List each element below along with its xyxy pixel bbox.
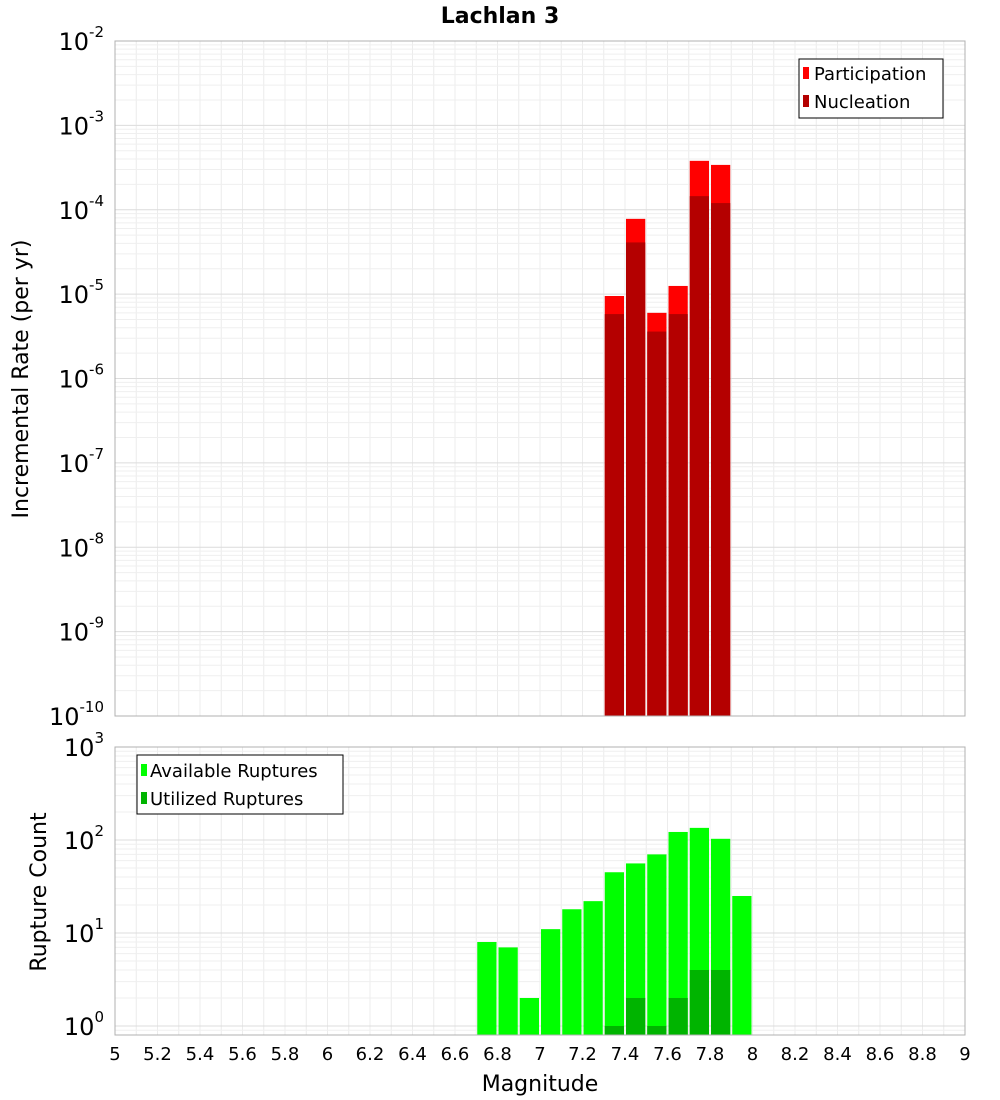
bar-available-ruptures xyxy=(519,997,539,1035)
bottom-y-tick-label: 100 xyxy=(64,1008,104,1041)
legend-label-utilized: Utilized Ruptures xyxy=(150,789,303,810)
bar-utilized-ruptures xyxy=(626,997,646,1035)
x-tick-label: 7.4 xyxy=(611,1044,640,1065)
bottom-plot-border xyxy=(114,746,966,1036)
bar-nucleation xyxy=(689,196,709,716)
legend-label-nucleation: Nucleation xyxy=(814,92,910,113)
x-tick-label: 5.4 xyxy=(186,1044,215,1065)
bar-available-ruptures xyxy=(562,909,582,1035)
top-gridlines xyxy=(115,41,965,716)
top-y-tick-label: 10-7 xyxy=(58,445,104,478)
top-bars xyxy=(604,160,731,717)
top-y-tick-labels: 10-10 10-9 10-8 10-7 10-6 10-5 10-4 10-3 10-2 xyxy=(49,23,104,731)
legend-swatch-participation xyxy=(803,67,809,79)
x-tick-label: 6.4 xyxy=(398,1044,427,1065)
top-y-tick-label: 10-2 xyxy=(58,23,104,56)
legend-swatch-utilized xyxy=(141,792,147,804)
x-tick-label: 8.8 xyxy=(908,1044,937,1065)
x-tick-label: 7 xyxy=(534,1044,545,1065)
bar-nucleation xyxy=(626,242,646,716)
bar-utilized-ruptures xyxy=(711,969,731,1035)
bottom-legend-box xyxy=(136,754,344,815)
bar-utilized-ruptures xyxy=(647,1025,667,1035)
top-y-tick-label: 10-8 xyxy=(58,529,104,562)
top-y-tick-label: 10-10 xyxy=(49,698,104,731)
x-tick-label: 8.4 xyxy=(823,1044,852,1065)
legend-swatch-nucleation xyxy=(803,95,809,107)
x-tick-label: 7.6 xyxy=(653,1044,682,1065)
bar-nucleation xyxy=(647,331,667,716)
x-tick-label: 5.2 xyxy=(143,1044,172,1065)
bottom-y-tick-label: 102 xyxy=(64,822,104,855)
x-tick-label: 7.2 xyxy=(568,1044,597,1065)
bar-utilized-ruptures xyxy=(668,997,688,1035)
top-y-tick-label: 10-6 xyxy=(58,361,104,394)
top-plot-border xyxy=(114,40,966,717)
bar-available-ruptures xyxy=(626,863,646,1035)
bar-nucleation xyxy=(604,314,624,716)
x-tick-label: 9 xyxy=(959,1044,970,1065)
bar-available-ruptures xyxy=(477,942,497,1035)
x-tick-label: 6.2 xyxy=(356,1044,385,1065)
bar-available-ruptures xyxy=(732,895,752,1035)
bar-available-ruptures xyxy=(668,831,688,1035)
legend-swatch-available xyxy=(141,764,147,776)
top-legend-box xyxy=(798,58,944,119)
x-tick-label: 5.8 xyxy=(271,1044,300,1065)
bottom-y-tick-label: 101 xyxy=(64,915,104,948)
bottom-legend: Available Ruptures Utilized Ruptures xyxy=(136,754,344,815)
bottom-y-axis-label: Rupture Count xyxy=(27,812,52,972)
top-y-axis-label: Incremental Rate (per yr) xyxy=(9,240,34,519)
top-y-tick-label: 10-3 xyxy=(58,107,104,140)
x-tick-label: 5 xyxy=(109,1044,120,1065)
legend-label-available: Available Ruptures xyxy=(150,761,318,782)
bottom-y-tick-label: 103 xyxy=(64,729,104,762)
x-tick-label: 8 xyxy=(747,1044,758,1065)
bar-available-ruptures xyxy=(541,929,561,1035)
x-tick-label: 6.6 xyxy=(441,1044,470,1065)
x-axis-label: Magnitude xyxy=(482,1072,599,1097)
x-tick-label: 6 xyxy=(322,1044,333,1065)
bar-available-ruptures xyxy=(498,947,518,1035)
bar-nucleation xyxy=(668,314,688,716)
bar-utilized-ruptures xyxy=(604,1025,624,1035)
x-tick-label: 8.2 xyxy=(781,1044,810,1065)
bar-available-ruptures xyxy=(647,854,667,1035)
top-legend: Participation Nucleation xyxy=(798,58,944,119)
top-y-tick-label: 10-5 xyxy=(58,276,104,309)
x-tick-label: 8.6 xyxy=(866,1044,895,1065)
bar-nucleation xyxy=(711,203,731,716)
bar-available-ruptures xyxy=(604,872,624,1035)
x-tick-labels: 5 5.2 5.4 5.6 5.8 6 6.2 6.4 6.6 6.8 7 7.2 7.4 7.6 7.8 8… xyxy=(109,1044,970,1065)
bottom-y-tick-labels: 100 101 102 103 xyxy=(64,729,104,1041)
chart-title: Lachlan 3 xyxy=(441,4,560,29)
bar-utilized-ruptures xyxy=(689,969,709,1035)
top-panel-plot-area: 10-10 10-9 10-8 10-7 10-6 10-5 10-4 10-3 10-2 xyxy=(49,23,966,731)
top-y-tick-label: 10-4 xyxy=(58,192,104,225)
x-tick-label: 6.8 xyxy=(483,1044,512,1065)
x-tick-label: 7.8 xyxy=(696,1044,725,1065)
bar-available-ruptures xyxy=(583,901,603,1035)
x-tick-label: 5.6 xyxy=(228,1044,257,1065)
legend-label-participation: Participation xyxy=(814,64,926,85)
top-y-tick-label: 10-9 xyxy=(58,614,104,647)
bottom-bars xyxy=(477,827,752,1035)
